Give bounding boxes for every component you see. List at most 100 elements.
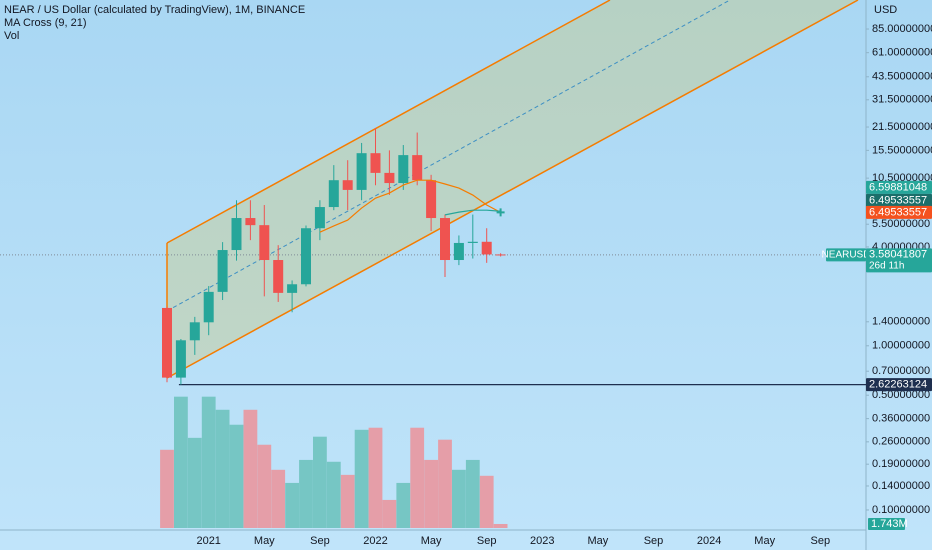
volume-bar (243, 409, 258, 528)
ma-fast-price: 6.49533557 (869, 206, 927, 218)
volume-bar (340, 474, 355, 528)
volume-bar (201, 396, 216, 528)
ma-fast-price-box (866, 205, 932, 219)
y-tick-label: 0.14000000 (872, 480, 930, 492)
y-tick-label: 0.19000000 (872, 458, 930, 470)
candle-body (314, 207, 325, 229)
volume-bar (354, 429, 369, 528)
y-tick-label: 85.00000000 (872, 23, 932, 35)
y-tick-label: 0.70000000 (872, 365, 930, 377)
y-tick-label: 61.00000000 (872, 47, 932, 59)
candle-body (467, 241, 478, 243)
x-tick-label: 2023 (530, 535, 554, 547)
y-tick-label: 1.00000000 (872, 340, 930, 352)
low-price-box (866, 378, 932, 392)
volume-bar (187, 437, 202, 528)
volume-bar (452, 469, 466, 528)
volume-bar (368, 427, 383, 528)
candle-body (384, 172, 395, 184)
volume-bar (396, 482, 411, 528)
y-tick-label: 0.26000000 (872, 436, 930, 448)
ma-line (444, 209, 501, 216)
currency: USD (874, 4, 897, 16)
candle-body (328, 180, 339, 208)
y-tick-label: 21.50000000 (872, 121, 932, 133)
candle-body (356, 153, 367, 190)
volume-bar (160, 449, 174, 528)
x-tick-label: 2024 (697, 535, 721, 547)
candle-body (231, 218, 242, 251)
y-tick-label: 0.36000000 (872, 413, 930, 425)
y-tick-label: 0.50000000 (872, 389, 930, 401)
candle-body (189, 322, 200, 341)
volume-bar (326, 461, 341, 528)
candle-body (412, 155, 423, 181)
volume-bar (229, 424, 244, 528)
y-tick-label: 1.40000000 (872, 316, 930, 328)
volume-label: 1.743M (871, 518, 908, 530)
volume-bar (174, 396, 188, 528)
candle-body (398, 155, 409, 184)
volume-bar (424, 459, 438, 528)
candle-body (301, 228, 311, 285)
candle-body (162, 307, 172, 378)
low-price: 2.62263124 (869, 379, 927, 391)
volume-bar (271, 469, 286, 528)
candle-body (259, 225, 270, 261)
volume-bar (285, 482, 299, 528)
x-tick-label: May (588, 535, 609, 547)
y-tick-label: 5.50000000 (872, 218, 930, 230)
x-tick-label: Sep (477, 535, 497, 547)
volume-bar (438, 439, 452, 528)
volume-bar (465, 459, 480, 528)
symbol-tag-box (826, 248, 866, 262)
channel-upper (166, 0, 611, 244)
volume-label-box (868, 518, 905, 530)
volume-bar (313, 436, 327, 528)
y-tick-label: 15.50000000 (872, 144, 932, 156)
cross-price-box (866, 193, 932, 207)
ma-line (319, 179, 501, 233)
cross-price: 6.49533557 (869, 194, 927, 206)
volume-bar (479, 475, 494, 528)
x-tick-label: Sep (310, 535, 330, 547)
candle-body (273, 260, 284, 293)
current-price: 3.58041807 (869, 249, 927, 261)
candle-body (481, 241, 492, 255)
candle-body (426, 180, 437, 219)
y-tick-label: 0.10000000 (872, 504, 930, 516)
ma-cross-marker (496, 208, 505, 217)
candle-body (342, 180, 353, 190)
candle-body (203, 291, 214, 323)
volume-bar (299, 459, 313, 528)
volume-bar (215, 409, 230, 528)
volume-bar (493, 523, 508, 528)
candle-body (245, 218, 256, 226)
chart-title: NEAR / US Dollar (calculated by TradingV… (4, 4, 305, 16)
x-tick-label: May (754, 535, 775, 547)
countdown: 26d 11h (869, 260, 904, 271)
marks (0, 128, 866, 528)
current-price-box (866, 248, 932, 273)
ma-slow-price: 6.59881048 (869, 181, 927, 193)
candle-body (440, 218, 450, 261)
y-tick-label: 31.50000000 (872, 94, 932, 106)
symbol-tag: NEARUSD (822, 249, 871, 260)
x-tick-label: May (421, 535, 442, 547)
channel-lower (166, 0, 859, 379)
candle-body (453, 242, 464, 261)
candle-body (175, 340, 186, 378)
x-tick-label: May (254, 535, 275, 547)
ma-slow-price-box (866, 180, 932, 194)
x-tick-label: Sep (811, 535, 831, 547)
candle-body (495, 254, 506, 256)
indicator-name: MA Cross (9, 21) (4, 17, 87, 29)
volume-bar (257, 444, 272, 528)
candle-body (370, 153, 381, 173)
candle-body (287, 284, 298, 293)
candle-body (217, 250, 228, 292)
volume-bar (382, 499, 397, 528)
x-tick-label: Sep (644, 535, 664, 547)
